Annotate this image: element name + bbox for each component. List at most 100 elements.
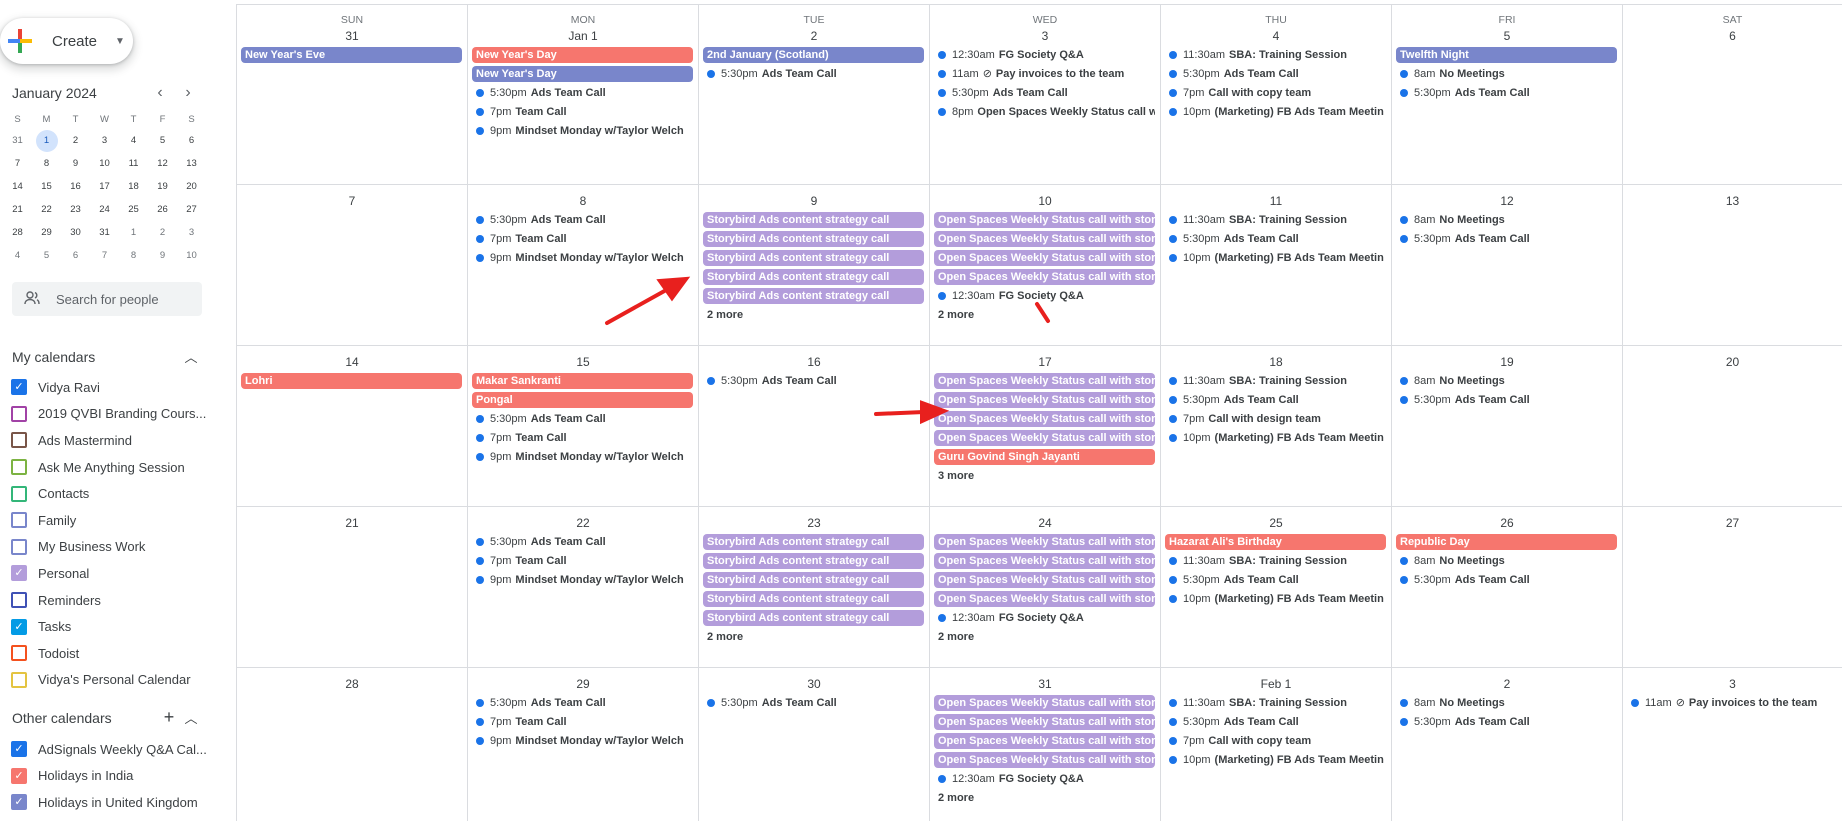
- mini-day[interactable]: 10: [90, 152, 119, 175]
- more-events-link[interactable]: 3 more: [938, 470, 975, 482]
- mini-day[interactable]: 2: [61, 129, 90, 152]
- day-number[interactable]: 26: [1500, 516, 1514, 530]
- checkbox-icon[interactable]: [11, 645, 27, 662]
- timed-event[interactable]: 7pm Call with copy team: [1165, 733, 1386, 749]
- timed-event[interactable]: 11:30am SBA: Training Session: [1165, 212, 1386, 228]
- mini-day[interactable]: 8: [32, 152, 61, 175]
- day-number[interactable]: 25: [1269, 516, 1283, 530]
- mini-day[interactable]: 6: [61, 244, 90, 267]
- day-cell[interactable]: Feb 1 11:30am SBA: Training Session 5:30pm A…: [1160, 668, 1391, 821]
- timed-event[interactable]: 7pm Call with design team: [1165, 411, 1386, 427]
- event-chip[interactable]: Guru Govind Singh Jayanti: [934, 449, 1155, 465]
- mini-day[interactable]: 4: [119, 129, 148, 152]
- mini-day[interactable]: 18: [119, 175, 148, 198]
- calendar-item[interactable]: Family: [11, 507, 226, 534]
- event-chip[interactable]: New Year's Day: [472, 47, 693, 63]
- day-cell[interactable]: 26 Republic Day 8am No Meetings 5:30pm Ads Te…: [1391, 507, 1622, 667]
- day-number[interactable]: Jan 1: [568, 29, 598, 43]
- mini-day[interactable]: 24: [90, 198, 119, 221]
- mini-day[interactable]: 11: [119, 152, 148, 175]
- checkbox-icon[interactable]: [11, 485, 27, 502]
- day-number[interactable]: Feb 1: [1260, 677, 1292, 691]
- day-cell[interactable]: 8 5:30pm Ads Team Call 7pm Team Call 9pm Minds…: [467, 185, 698, 345]
- checkbox-icon[interactable]: [11, 459, 27, 476]
- timed-event[interactable]: 9pm Mindset Monday w/Taylor Welch: [472, 572, 693, 588]
- checkbox-icon[interactable]: ✓: [11, 741, 27, 758]
- calendar-item[interactable]: Todoist: [11, 640, 226, 667]
- event-chip[interactable]: Open Spaces Weekly Status call with stor…: [934, 411, 1155, 427]
- timed-event[interactable]: 5:30pm Ads Team Call: [472, 534, 693, 550]
- calendar-item[interactable]: ✓ Holidays in India: [11, 763, 226, 790]
- timed-event[interactable]: 12:30am FG Society Q&A: [934, 47, 1155, 63]
- day-number[interactable]: 21: [345, 516, 359, 530]
- day-cell[interactable]: 12 8am No Meetings 5:30pm Ads Team Call: [1391, 185, 1622, 345]
- timed-event[interactable]: 5:30pm Ads Team Call: [472, 85, 693, 101]
- event-chip[interactable]: Open Spaces Weekly Status call with stor…: [934, 430, 1155, 446]
- calendar-item[interactable]: Reminders: [11, 587, 226, 614]
- timed-event[interactable]: 7pm Team Call: [472, 231, 693, 247]
- timed-event[interactable]: 9pm Mindset Monday w/Taylor Welch: [472, 250, 693, 266]
- event-chip[interactable]: Storybird Ads content strategy call: [703, 212, 924, 228]
- day-cell[interactable]: 28: [236, 668, 467, 821]
- mini-day[interactable]: 7: [3, 152, 32, 175]
- day-cell[interactable]: 24 Open Spaces Weekly Status call with st…: [929, 507, 1160, 667]
- mini-day[interactable]: 7: [90, 244, 119, 267]
- day-cell[interactable]: WED 3 12:30am FG Society Q&A 11am ⊘ Pay invoic…: [929, 5, 1160, 184]
- calendar-item[interactable]: ✓ Personal: [11, 560, 226, 587]
- create-button[interactable]: Create ▼: [0, 18, 133, 64]
- mini-day[interactable]: 3: [177, 221, 206, 244]
- event-chip[interactable]: Storybird Ads content strategy call: [703, 610, 924, 626]
- day-cell[interactable]: SUN 31 New Year's Eve: [236, 5, 467, 184]
- day-cell[interactable]: 20: [1622, 346, 1842, 506]
- timed-event[interactable]: 11:30am SBA: Training Session: [1165, 695, 1386, 711]
- day-cell[interactable]: 15 Makar Sankranti Pongal 5:30pm Ads Team Ca…: [467, 346, 698, 506]
- day-number[interactable]: 31: [345, 29, 359, 43]
- timed-event[interactable]: 11am ⊘ Pay invoices to the team: [1627, 695, 1837, 711]
- timed-event[interactable]: 10pm (Marketing) FB Ads Team Meetin: [1165, 752, 1386, 768]
- event-chip[interactable]: Open Spaces Weekly Status call with stor…: [934, 392, 1155, 408]
- mini-day[interactable]: 1: [119, 221, 148, 244]
- day-cell[interactable]: 7: [236, 185, 467, 345]
- day-number[interactable]: 4: [1272, 29, 1280, 43]
- event-chip[interactable]: Storybird Ads content strategy call: [703, 553, 924, 569]
- mini-day[interactable]: 21: [3, 198, 32, 221]
- day-cell[interactable]: 3 11am ⊘ Pay invoices to the team: [1622, 668, 1842, 821]
- timed-event[interactable]: 5:30pm Ads Team Call: [1396, 231, 1617, 247]
- mini-day[interactable]: 15: [32, 175, 61, 198]
- timed-event[interactable]: 11:30am SBA: Training Session: [1165, 47, 1386, 63]
- more-events-link[interactable]: 2 more: [938, 792, 975, 804]
- day-number[interactable]: 2: [1503, 677, 1511, 691]
- timed-event[interactable]: 12:30am FG Society Q&A: [934, 771, 1155, 787]
- event-chip[interactable]: Open Spaces Weekly Status call with stor…: [934, 695, 1155, 711]
- checkbox-icon[interactable]: [11, 671, 27, 688]
- mini-day[interactable]: 31: [90, 221, 119, 244]
- timed-event[interactable]: 7pm Team Call: [472, 430, 693, 446]
- chevron-right-icon[interactable]: ›: [185, 84, 191, 101]
- day-cell[interactable]: FRI 5 Twelfth Night 8am No Meetings 5:30pm Ads…: [1391, 5, 1622, 184]
- event-chip[interactable]: Storybird Ads content strategy call: [703, 250, 924, 266]
- chevron-up-icon[interactable]: ︿: [184, 350, 198, 365]
- checkbox-icon[interactable]: ✓: [11, 379, 27, 396]
- event-chip[interactable]: Storybird Ads content strategy call: [703, 572, 924, 588]
- mini-day[interactable]: 25: [119, 198, 148, 221]
- event-chip[interactable]: Storybird Ads content strategy call: [703, 288, 924, 304]
- timed-event[interactable]: 11:30am SBA: Training Session: [1165, 553, 1386, 569]
- day-cell[interactable]: 18 11:30am SBA: Training Session 5:30pm Ads …: [1160, 346, 1391, 506]
- calendar-item[interactable]: ✓ Vidya Ravi: [11, 374, 226, 401]
- day-number[interactable]: 20: [1725, 355, 1740, 369]
- timed-event[interactable]: 5:30pm Ads Team Call: [703, 695, 924, 711]
- timed-event[interactable]: 8am No Meetings: [1396, 212, 1617, 228]
- event-chip[interactable]: Lohri: [241, 373, 462, 389]
- mini-day[interactable]: 5: [32, 244, 61, 267]
- mini-day[interactable]: 6: [177, 129, 206, 152]
- mini-day[interactable]: 12: [148, 152, 177, 175]
- day-number[interactable]: 8: [579, 194, 587, 208]
- mini-day[interactable]: 3: [90, 129, 119, 152]
- timed-event[interactable]: 5:30pm Ads Team Call: [1165, 66, 1386, 82]
- day-number[interactable]: 18: [1269, 355, 1283, 369]
- day-number[interactable]: 10: [1038, 194, 1052, 208]
- event-chip[interactable]: 2nd January (Scotland): [703, 47, 924, 63]
- day-number[interactable]: 12: [1500, 194, 1514, 208]
- calendar-item[interactable]: ✓ AdSignals Weekly Q&A Cal...: [11, 736, 226, 763]
- more-events-link[interactable]: 2 more: [938, 309, 975, 321]
